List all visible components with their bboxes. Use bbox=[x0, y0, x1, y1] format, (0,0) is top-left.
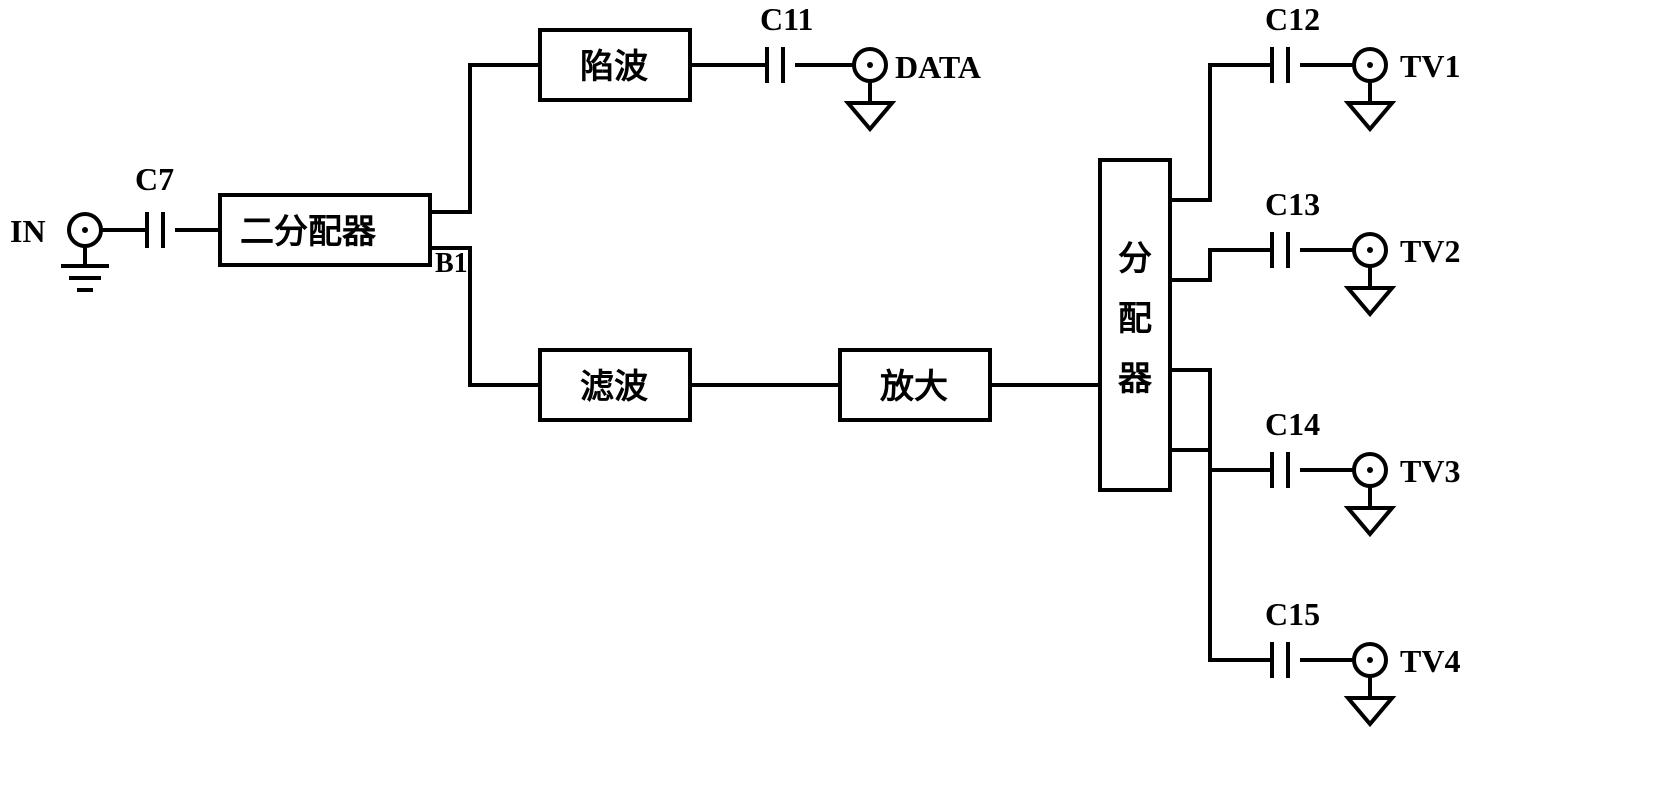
out3-port-dot-icon bbox=[1367, 467, 1373, 473]
out1-port-dot-icon bbox=[1367, 62, 1373, 68]
c7-label: C7 bbox=[135, 161, 174, 197]
filter-label: 滤波 bbox=[580, 368, 648, 406]
out1-cap-label: C12 bbox=[1265, 1, 1320, 37]
in-port-dot-icon bbox=[82, 227, 88, 233]
wire-split_out3 bbox=[1170, 370, 1272, 470]
amp-label: 放大 bbox=[880, 368, 948, 406]
out3-cap-label: C14 bbox=[1265, 406, 1320, 442]
out2-port-label: TV2 bbox=[1400, 233, 1460, 269]
out4-ground-triangle-icon bbox=[1348, 698, 1392, 724]
wire-split_out4 bbox=[1170, 450, 1272, 660]
out3-ground-triangle-icon bbox=[1348, 508, 1392, 534]
wire-split_out1 bbox=[1170, 65, 1272, 200]
out3-port-label: TV3 bbox=[1400, 453, 1460, 489]
out1-ground-triangle-icon bbox=[1348, 103, 1392, 129]
out1-port-label: TV1 bbox=[1400, 48, 1460, 84]
out4-cap-label: C15 bbox=[1265, 596, 1320, 632]
out2-port-dot-icon bbox=[1367, 247, 1373, 253]
splitter-label: 分配器 bbox=[1118, 240, 1153, 398]
block-diagram: IN C7 二分配器 B1 陷波滤波 放大 C11 DATA 分配器 C12 TV1 C13 TV2 C1… bbox=[0, 0, 1674, 793]
data-ground-triangle-icon bbox=[848, 103, 892, 129]
out4-port-dot-icon bbox=[1367, 657, 1373, 663]
wire-split2_up_trap bbox=[430, 65, 540, 212]
two-splitter-label: 二分配器 bbox=[240, 213, 377, 251]
b1-label: B1 bbox=[435, 248, 468, 279]
out2-cap-label: C13 bbox=[1265, 186, 1320, 222]
c11-label: C11 bbox=[760, 1, 813, 37]
out2-ground-triangle-icon bbox=[1348, 288, 1392, 314]
out4-port-label: TV4 bbox=[1400, 643, 1460, 679]
wire-split_out2 bbox=[1170, 250, 1272, 280]
data-port-dot-icon bbox=[867, 62, 873, 68]
in-label: IN bbox=[10, 213, 46, 249]
trap-label: 陷波 bbox=[580, 48, 648, 86]
data-label: DATA bbox=[895, 49, 981, 85]
